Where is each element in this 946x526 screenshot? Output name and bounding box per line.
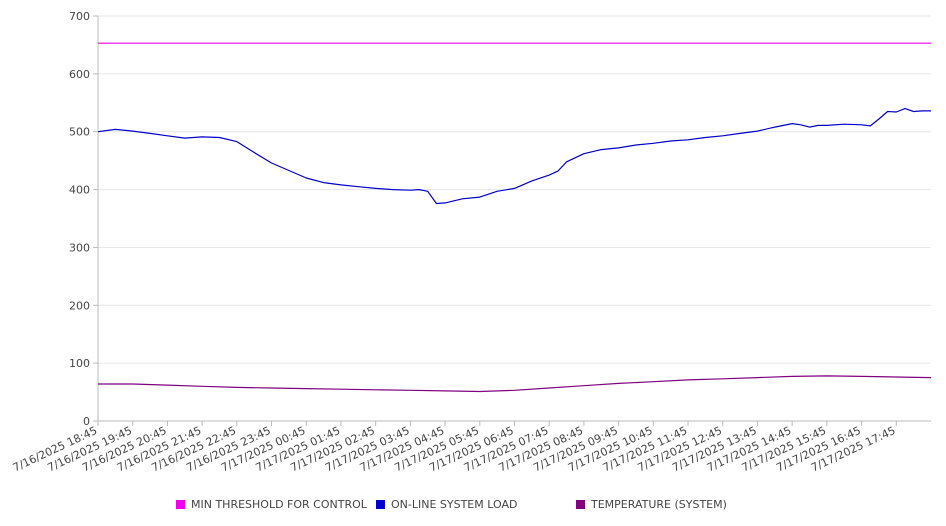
y-tick-label: 500 <box>69 126 90 139</box>
legend-label-temperature: TEMPERATURE (SYSTEM) <box>591 498 727 511</box>
y-tick-label: 300 <box>69 241 90 254</box>
y-tick-label: 200 <box>69 299 90 312</box>
y-axis-ticks: 0 100 200 300 400 500 600 700 <box>69 10 98 428</box>
y-tick-label: 400 <box>69 184 90 197</box>
legend-label-min-threshold: MIN THRESHOLD FOR CONTROL <box>191 498 367 511</box>
legend-item-temperature: TEMPERATURE (SYSTEM) <box>576 498 727 511</box>
legend-swatch-temperature <box>576 500 585 509</box>
y-tick-label: 0 <box>83 415 90 428</box>
y-tick-label: 100 <box>69 357 90 370</box>
system-load-line <box>97 107 931 205</box>
legend: MIN THRESHOLD FOR CONTROL ON-LINE SYSTEM… <box>0 498 946 514</box>
axes <box>97 16 931 422</box>
legend-item-system-load: ON-LINE SYSTEM LOAD <box>376 498 517 511</box>
y-tick-label: 700 <box>69 10 90 23</box>
legend-swatch-system-load <box>376 500 385 509</box>
temperature-line <box>98 375 932 393</box>
x-axis-ticks: 7/16/2025 18:457/16/2025 19:457/16/2025 … <box>11 421 898 474</box>
legend-label-system-load: ON-LINE SYSTEM LOAD <box>391 498 518 511</box>
legend-item-min-threshold: MIN THRESHOLD FOR CONTROL <box>176 498 367 511</box>
series-lines <box>97 42 932 393</box>
legend-swatch-min-threshold <box>176 500 185 509</box>
y-tick-label: 600 <box>69 68 90 81</box>
grid-lines <box>98 15 931 364</box>
